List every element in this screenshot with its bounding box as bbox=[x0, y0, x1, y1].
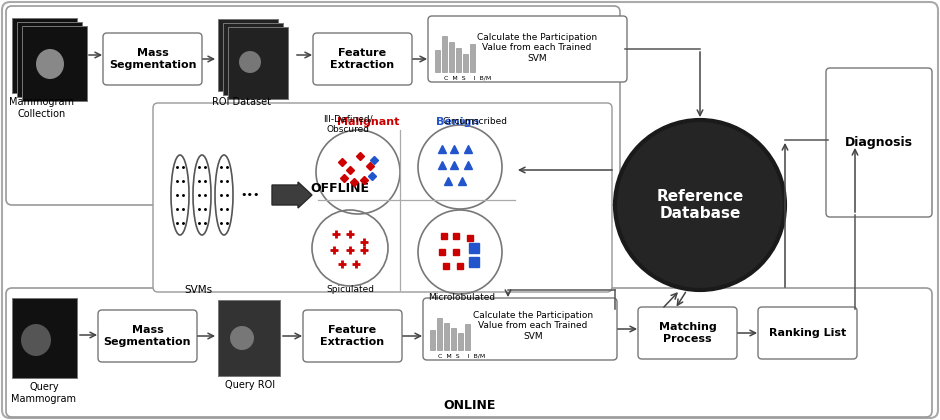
Bar bbox=[458, 333, 463, 350]
FancyBboxPatch shape bbox=[6, 6, 620, 205]
FancyBboxPatch shape bbox=[638, 307, 737, 359]
Bar bbox=[449, 42, 454, 72]
Text: Spiculated: Spiculated bbox=[326, 286, 374, 294]
FancyBboxPatch shape bbox=[758, 307, 857, 359]
Text: Calculate the Participation
Value from each Trained
SVM: Calculate the Participation Value from e… bbox=[477, 33, 597, 63]
Text: Query
Mammogram: Query Mammogram bbox=[11, 382, 76, 404]
Text: OFFLINE: OFFLINE bbox=[310, 182, 369, 195]
Text: Circumscribed: Circumscribed bbox=[443, 116, 508, 126]
FancyBboxPatch shape bbox=[12, 298, 77, 378]
Ellipse shape bbox=[31, 45, 59, 75]
Text: Malignant: Malignant bbox=[337, 117, 400, 127]
Text: C  M  S    I  B/M: C M S I B/M bbox=[445, 76, 492, 81]
Bar bbox=[463, 54, 468, 72]
Ellipse shape bbox=[229, 43, 251, 65]
Text: Ill-Defined/
Obscured: Ill-Defined/ Obscured bbox=[323, 114, 373, 134]
Bar bbox=[456, 48, 461, 72]
Text: Mass
Segmentation: Mass Segmentation bbox=[109, 48, 196, 70]
Text: Query ROI: Query ROI bbox=[225, 380, 275, 390]
Text: Feature
Extraction: Feature Extraction bbox=[331, 48, 395, 70]
Ellipse shape bbox=[230, 326, 254, 350]
FancyBboxPatch shape bbox=[826, 68, 932, 217]
FancyBboxPatch shape bbox=[303, 310, 402, 362]
FancyBboxPatch shape bbox=[228, 27, 288, 99]
FancyBboxPatch shape bbox=[423, 298, 617, 360]
Ellipse shape bbox=[21, 324, 51, 356]
Text: Reference
Database: Reference Database bbox=[656, 189, 744, 221]
FancyBboxPatch shape bbox=[218, 19, 278, 91]
Text: C  M  S    I  B/M: C M S I B/M bbox=[438, 354, 486, 359]
FancyBboxPatch shape bbox=[103, 33, 202, 85]
FancyBboxPatch shape bbox=[428, 16, 627, 82]
Text: Feature
Extraction: Feature Extraction bbox=[321, 325, 384, 347]
Text: ONLINE: ONLINE bbox=[444, 399, 496, 412]
Text: Ranking List: Ranking List bbox=[769, 328, 846, 338]
Text: SVMs: SVMs bbox=[184, 285, 212, 295]
Text: Mass
Segmentation: Mass Segmentation bbox=[103, 325, 191, 347]
Bar bbox=[442, 36, 447, 72]
Text: Benign: Benign bbox=[436, 117, 479, 127]
FancyBboxPatch shape bbox=[218, 300, 280, 376]
Circle shape bbox=[615, 120, 785, 290]
Bar bbox=[435, 50, 440, 72]
Bar bbox=[470, 44, 475, 72]
FancyBboxPatch shape bbox=[17, 22, 82, 97]
Text: Microlobulated: Microlobulated bbox=[429, 292, 495, 302]
FancyBboxPatch shape bbox=[313, 33, 412, 85]
Text: Calculate the Participation
Value from each Trained
SVM: Calculate the Participation Value from e… bbox=[473, 311, 593, 341]
Bar bbox=[451, 328, 456, 350]
FancyArrow shape bbox=[272, 182, 312, 208]
Bar bbox=[430, 330, 435, 350]
FancyBboxPatch shape bbox=[223, 23, 283, 95]
Bar bbox=[465, 324, 470, 350]
Bar bbox=[437, 318, 442, 350]
Text: Matching
Process: Matching Process bbox=[659, 322, 716, 344]
FancyBboxPatch shape bbox=[6, 288, 932, 417]
Bar bbox=[444, 323, 449, 350]
FancyBboxPatch shape bbox=[12, 18, 77, 93]
Ellipse shape bbox=[26, 41, 54, 71]
Text: Diagnosis: Diagnosis bbox=[845, 136, 913, 149]
FancyBboxPatch shape bbox=[98, 310, 197, 362]
Ellipse shape bbox=[234, 47, 256, 69]
FancyBboxPatch shape bbox=[153, 103, 612, 292]
Text: •••: ••• bbox=[241, 190, 259, 200]
FancyBboxPatch shape bbox=[22, 26, 87, 101]
Ellipse shape bbox=[36, 49, 64, 79]
Text: ROI Dataset: ROI Dataset bbox=[212, 97, 272, 107]
Ellipse shape bbox=[239, 51, 261, 73]
Text: Mammogram
Collection: Mammogram Collection bbox=[9, 97, 74, 118]
